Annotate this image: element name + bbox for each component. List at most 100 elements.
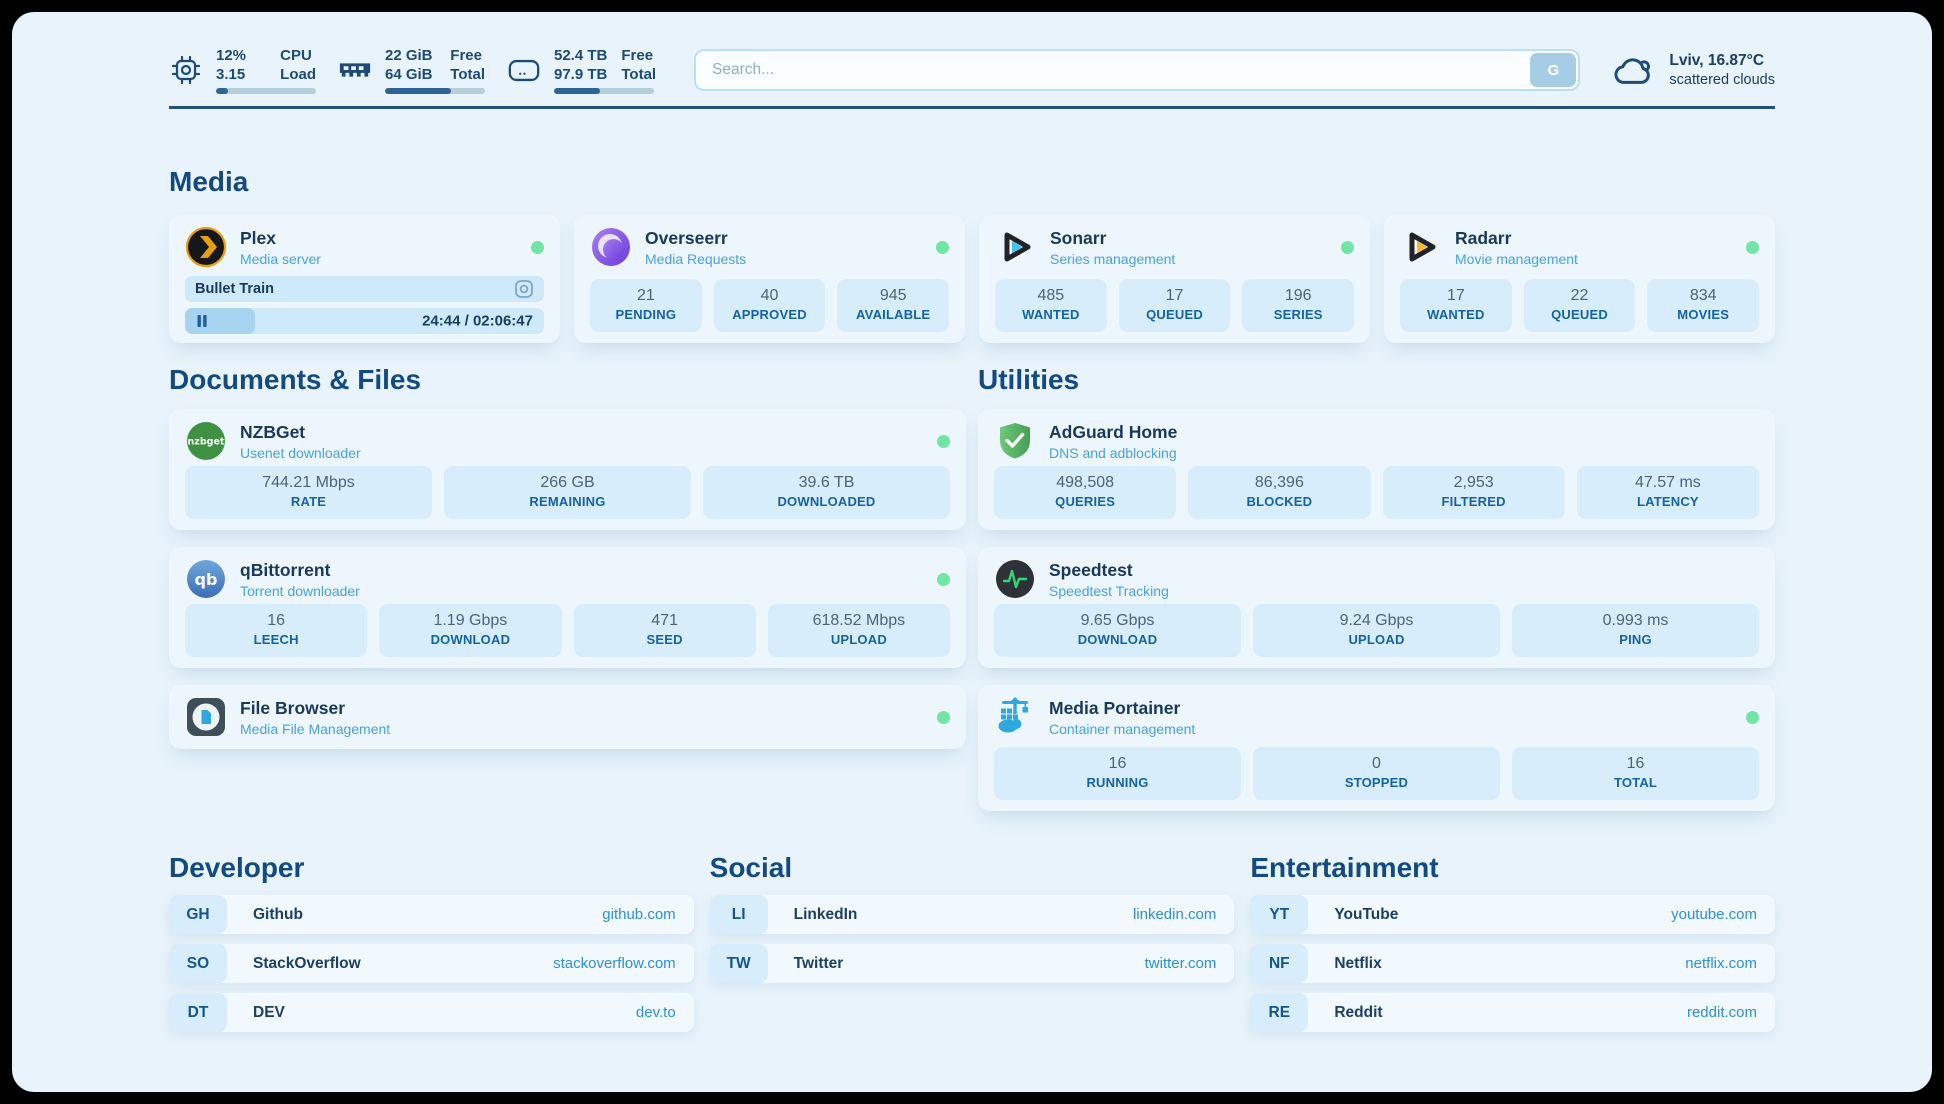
stat-box: 21 PENDING bbox=[590, 279, 702, 332]
stat-box: 196 SERIES bbox=[1242, 279, 1355, 332]
sonarr-card[interactable]: Sonarr Series management 485 WANTED 17 Q… bbox=[979, 215, 1370, 343]
ram-progress-fill bbox=[385, 88, 451, 94]
topbar: 12% 3.15 CPU Load bbox=[169, 46, 1775, 94]
card-title: Plex bbox=[240, 227, 276, 248]
link-row-reddit[interactable]: RE Reddit reddit.com bbox=[1250, 993, 1775, 1032]
stat-value: 39.6 TB bbox=[798, 474, 855, 491]
link-row-github[interactable]: GH Github github.com bbox=[169, 895, 694, 934]
link-badge: TW bbox=[709, 944, 768, 983]
link-url[interactable]: dev.to bbox=[635, 1004, 676, 1021]
stat-box: 22 QUEUED bbox=[1523, 279, 1636, 332]
portainer-card[interactable]: Media Portainer Container management 16 … bbox=[978, 685, 1775, 811]
card-title: Radarr bbox=[1455, 227, 1512, 248]
link-row-stackoverflow[interactable]: SO StackOverflow stackoverflow.com bbox=[169, 944, 694, 983]
stat-value: 40 bbox=[760, 287, 779, 304]
portainer-icon bbox=[994, 696, 1036, 738]
search-input[interactable] bbox=[694, 49, 1581, 91]
section-title-utilities: Utilities bbox=[978, 364, 1080, 395]
link-url[interactable]: youtube.com bbox=[1671, 906, 1757, 923]
card-subtitle: Usenet downloader bbox=[240, 444, 361, 461]
weather-condition: scattered clouds bbox=[1669, 71, 1775, 88]
filebrowser-card[interactable]: File Browser Media File Management bbox=[169, 685, 966, 749]
status-dot bbox=[937, 572, 950, 586]
section-title-entertainment: Entertainment bbox=[1250, 852, 1439, 883]
link-url[interactable]: netflix.com bbox=[1685, 955, 1757, 972]
link-row-linkedin[interactable]: LI LinkedIn linkedin.com bbox=[709, 895, 1235, 934]
sonarr-icon bbox=[995, 226, 1037, 268]
link-row-youtube[interactable]: YT YouTube youtube.com bbox=[1250, 895, 1775, 934]
stat-label: MOVIES bbox=[1677, 307, 1730, 322]
ram-label-1: Free bbox=[450, 47, 482, 64]
search-submit-button[interactable]: G bbox=[1530, 53, 1577, 87]
stat-box: 498,508 QUERIES bbox=[994, 466, 1177, 519]
card-subtitle: Series management bbox=[1050, 250, 1176, 267]
playback-time: 24:44 / 02:06:47 bbox=[422, 312, 533, 330]
stat-box: 9.24 Gbps UPLOAD bbox=[1253, 604, 1500, 657]
cpu-label-2: Load bbox=[280, 66, 316, 83]
card-subtitle: Movie management bbox=[1455, 250, 1578, 267]
link-url[interactable]: reddit.com bbox=[1686, 1004, 1757, 1021]
link-row-twitter[interactable]: TW Twitter twitter.com bbox=[709, 944, 1235, 983]
link-url[interactable]: twitter.com bbox=[1144, 955, 1217, 972]
stat-value: 9.24 Gbps bbox=[1339, 612, 1414, 629]
now-playing-row[interactable]: Bullet Train bbox=[185, 276, 544, 302]
adguard-card[interactable]: AdGuard Home DNS and adblocking 498,508 … bbox=[978, 409, 1775, 530]
stat-box: 0 STOPPED bbox=[1253, 747, 1500, 800]
developer-section: Developer GH Github github.com SO StackO… bbox=[169, 851, 694, 1042]
section-title-developer: Developer bbox=[169, 852, 305, 883]
nzbget-icon: nzbget bbox=[185, 420, 227, 462]
link-row-dev[interactable]: DT DEV dev.to bbox=[169, 993, 694, 1032]
stat-value: 16 bbox=[1108, 755, 1127, 772]
disk-free-value: 52.4 TB bbox=[554, 47, 608, 64]
status-dot bbox=[937, 710, 950, 724]
radarr-card[interactable]: Radarr Movie management 17 WANTED 22 QUE… bbox=[1384, 215, 1775, 343]
speedtest-card[interactable]: Speedtest Speedtest Tracking 9.65 Gbps D… bbox=[978, 547, 1775, 668]
playback-progress-fill bbox=[185, 308, 255, 334]
documents-column: Documents & Files nzbget NZBGet Usenet d… bbox=[169, 363, 966, 811]
card-subtitle: DNS and adblocking bbox=[1049, 444, 1177, 461]
stat-box: 86,396 BLOCKED bbox=[1188, 466, 1371, 519]
link-url[interactable]: linkedin.com bbox=[1132, 906, 1217, 923]
topbar-divider bbox=[169, 106, 1775, 109]
link-name: YouTube bbox=[1334, 905, 1399, 923]
cpu-usage-value: 12% bbox=[216, 47, 247, 64]
search-bar: G bbox=[694, 49, 1581, 91]
link-row-netflix[interactable]: NF Netflix netflix.com bbox=[1250, 944, 1775, 983]
stat-label: SEED bbox=[646, 632, 683, 647]
adguard-icon bbox=[994, 420, 1036, 462]
stat-label: SERIES bbox=[1273, 307, 1323, 322]
ram-stat-group: 22 GiB 64 GiB Free Total bbox=[338, 46, 485, 94]
stat-box: 471 SEED bbox=[573, 604, 756, 657]
stat-value: 2,953 bbox=[1453, 474, 1494, 491]
card-title: Sonarr bbox=[1050, 227, 1107, 248]
playback-progress[interactable]: 24:44 / 02:06:47 bbox=[185, 308, 544, 334]
card-title: Speedtest bbox=[1049, 559, 1133, 580]
stat-label: LATENCY bbox=[1636, 494, 1699, 509]
stat-value: 266 GB bbox=[540, 474, 595, 491]
overseerr-card[interactable]: Overseerr Media Requests 21 PENDING 40 A… bbox=[574, 215, 965, 343]
link-name: LinkedIn bbox=[793, 905, 858, 923]
stat-value: 1.19 Gbps bbox=[433, 612, 508, 629]
stat-value: 16 bbox=[267, 612, 286, 629]
stat-box: 40 APPROVED bbox=[713, 279, 826, 332]
cpu-progress-fill bbox=[216, 88, 228, 94]
stat-box: 9.65 Gbps DOWNLOAD bbox=[994, 604, 1241, 657]
nzbget-card[interactable]: nzbget NZBGet Usenet downloader 744.21 M… bbox=[169, 409, 966, 530]
stat-label: DOWNLOADED bbox=[777, 494, 876, 509]
plex-card[interactable]: Plex Media server Bullet Train bbox=[169, 215, 560, 343]
qbittorrent-icon: qb bbox=[185, 558, 227, 600]
link-url[interactable]: stackoverflow.com bbox=[553, 955, 676, 972]
ram-progress-bar bbox=[385, 88, 485, 94]
stat-label: RATE bbox=[290, 494, 327, 509]
stat-box: 834 MOVIES bbox=[1647, 279, 1760, 332]
link-badge: RE bbox=[1250, 993, 1309, 1032]
stat-label: WANTED bbox=[1022, 307, 1080, 322]
link-url[interactable]: github.com bbox=[602, 906, 676, 923]
qbittorrent-card[interactable]: qb qBittorrent Torrent downloader 16 LEE… bbox=[169, 547, 966, 668]
card-subtitle: Speedtest Tracking bbox=[1049, 582, 1169, 599]
section-title-social: Social bbox=[709, 852, 793, 883]
stat-value: 498,508 bbox=[1056, 474, 1115, 491]
card-title: Overseerr bbox=[645, 227, 728, 248]
section-title-media: Media bbox=[169, 166, 249, 197]
svg-text:qb: qb bbox=[195, 570, 218, 589]
